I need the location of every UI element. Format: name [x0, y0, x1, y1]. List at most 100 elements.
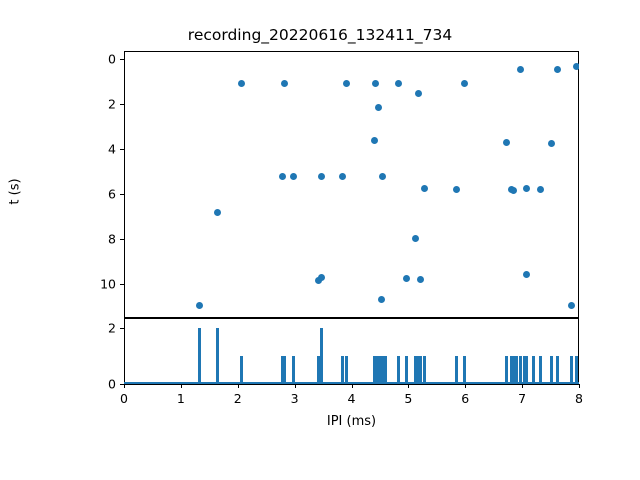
scatter-point	[237, 80, 245, 88]
histogram-y-tick	[120, 384, 124, 386]
scatter-point	[280, 80, 288, 88]
scatter-y-tick-label: 4	[108, 141, 116, 157]
histogram-bar	[291, 355, 295, 384]
scatter-point	[317, 273, 325, 281]
scatter-point	[338, 172, 346, 180]
scatter-y-tick-label: 0	[108, 51, 116, 67]
scatter-point	[536, 186, 544, 194]
scatter-point	[460, 80, 468, 88]
histogram-bar	[524, 355, 528, 384]
scatter-y-tick	[120, 194, 124, 196]
histogram-bar	[505, 355, 509, 384]
histogram-bar	[239, 355, 243, 384]
figure-title: recording_20220616_132411_734	[187, 26, 453, 44]
scatter-point	[567, 302, 575, 310]
histogram-bar	[397, 355, 401, 384]
scatter-point	[317, 172, 325, 180]
histogram-x-tick	[294, 384, 296, 388]
scatter-y-tick-label: 8	[108, 231, 116, 247]
histogram-bar	[381, 355, 385, 384]
histogram-bar	[417, 355, 421, 384]
histogram-bar	[418, 355, 422, 384]
histogram-bar	[282, 355, 286, 384]
scatter-point	[420, 184, 428, 192]
scatter-y-axis-label: t (s)	[7, 178, 23, 205]
histogram-bar	[404, 355, 408, 384]
scatter-point	[289, 172, 297, 180]
histogram-x-tick	[124, 384, 126, 388]
scatter-point	[213, 208, 221, 216]
histogram-x-tick	[522, 384, 524, 388]
scatter-point	[278, 172, 286, 180]
histogram-x-tick	[408, 384, 410, 388]
histogram-x-tick-label: 5	[404, 391, 413, 406]
histogram-x-tick	[579, 384, 581, 388]
histogram-bar	[462, 355, 466, 384]
scatter-point	[375, 103, 383, 111]
histogram-bar	[455, 355, 459, 384]
histogram-x-tick-label: 3	[290, 391, 299, 406]
scatter-y-tick	[120, 284, 124, 286]
scatter-y-tick	[120, 103, 124, 106]
histogram-bar	[373, 355, 377, 384]
histogram-bar	[340, 355, 344, 384]
scatter-y-tick-label: 2	[108, 96, 116, 112]
scatter-point	[572, 63, 579, 71]
scatter-point	[522, 270, 530, 278]
histogram-x-tick-label: 8	[575, 391, 583, 406]
histogram-bar	[514, 355, 518, 384]
scatter-y-tick-label: 6	[108, 186, 116, 202]
histogram-bars-layer	[124, 318, 579, 384]
scatter-point	[412, 234, 420, 242]
histogram-baseline	[124, 382, 579, 384]
scatter-point	[315, 277, 322, 285]
histogram-x-axis-label: IPI (ms)	[326, 414, 377, 429]
histogram-bar	[509, 355, 513, 384]
histogram-bar	[197, 327, 201, 384]
histogram-bar	[319, 327, 323, 384]
scatter-point	[402, 275, 410, 283]
histogram-bar	[569, 355, 573, 384]
histogram-bar	[550, 355, 554, 384]
scatter-point	[503, 138, 511, 146]
histogram-x-tick-label: 2	[233, 391, 242, 406]
histogram-bar	[345, 355, 349, 384]
scatter-y-tick	[120, 58, 124, 60]
histogram-y-tick	[120, 327, 124, 329]
scatter-point	[379, 172, 387, 180]
scatter-point	[195, 302, 203, 310]
histogram-bar	[556, 355, 560, 384]
scatter-point	[343, 80, 351, 88]
scatter-point	[378, 296, 386, 304]
histogram-x-tick-label: 7	[518, 391, 527, 406]
histogram-bar	[518, 355, 522, 384]
histogram-x-tick-label: 1	[176, 391, 185, 406]
scatter-point	[516, 65, 524, 73]
histogram-bar	[511, 355, 515, 384]
scatter-point	[509, 187, 517, 195]
scatter-point	[415, 90, 423, 98]
histogram-bar	[414, 355, 418, 384]
histogram-bar	[377, 355, 381, 384]
scatter-point	[416, 276, 424, 284]
scatter-point	[522, 184, 530, 192]
scatter-y-tick	[120, 239, 124, 241]
histogram-x-tick-label: 0	[120, 391, 128, 406]
scatter-point	[548, 139, 556, 147]
scatter-axes	[124, 51, 579, 318]
histogram-bar	[280, 355, 284, 384]
histogram-x-tick	[237, 384, 239, 388]
histogram-x-tick	[180, 384, 182, 388]
histogram-x-tick	[465, 384, 467, 388]
histogram-bar	[574, 355, 578, 384]
histogram-y-tick-label: 2	[108, 320, 116, 336]
histogram-x-tick-label: 4	[347, 391, 356, 406]
histogram-x-tick	[351, 384, 353, 388]
scatter-point	[453, 186, 461, 194]
scatter-point	[371, 80, 379, 88]
histogram-bar	[538, 355, 542, 384]
scatter-point	[395, 80, 403, 88]
histogram-bar	[317, 355, 320, 384]
histogram-y-tick-label: 0	[108, 376, 116, 392]
